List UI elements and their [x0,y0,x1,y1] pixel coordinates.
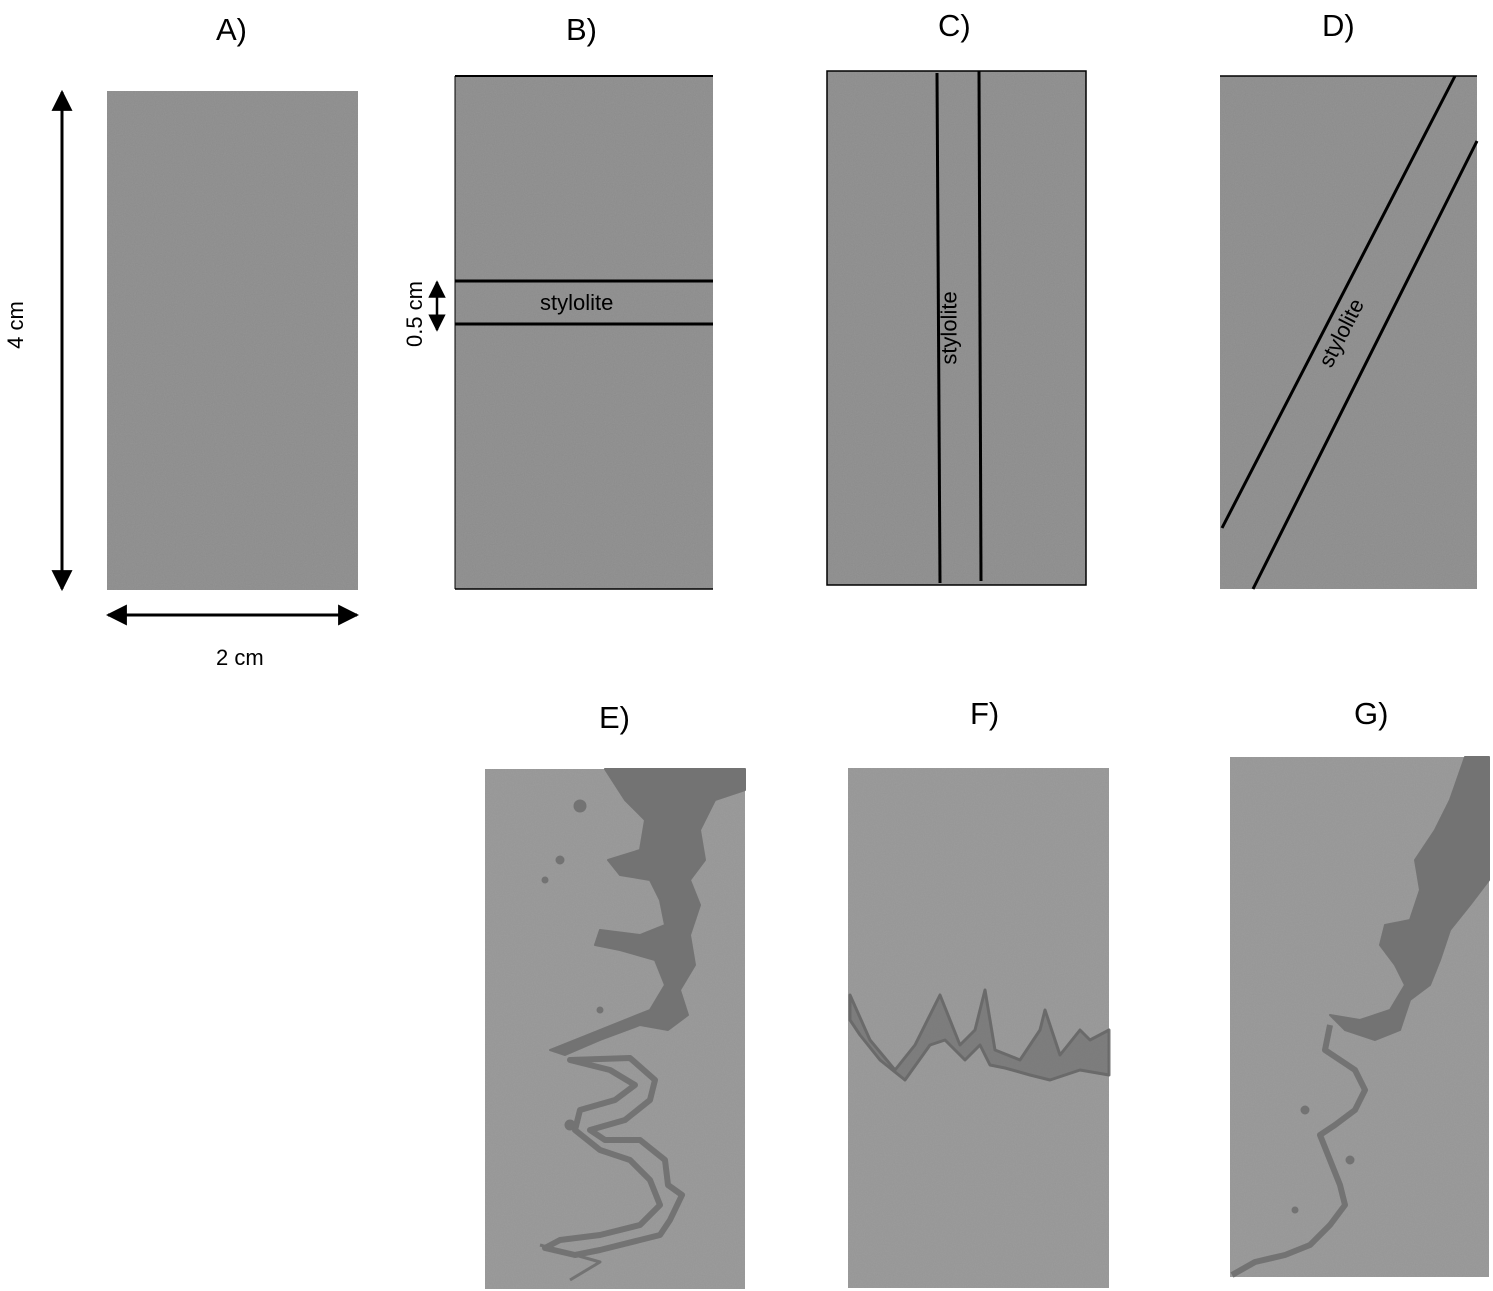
width-label: 2 cm [216,645,264,670]
stylolite-lower-line-d [1251,140,1479,590]
sample-f [848,768,1111,1288]
sample-e [485,768,746,1289]
panel-label-c: C) [938,8,971,43]
stylolite-label-b: stylolite [540,290,614,315]
panel-label-a: A) [216,12,247,47]
sample-d [1220,75,1479,590]
sample-a [107,91,358,590]
sample-c [826,70,1087,586]
sample-b [454,75,713,590]
stylolite-left-line-c [935,72,942,584]
height-label: 4 cm [2,301,28,349]
panel-label-f: F) [970,696,1000,731]
stylolite-right-line-c [977,70,983,582]
stylolite-label-c: stylolite [936,291,962,365]
stylolite-upper-line-d [1220,75,1457,529]
thickness-label: 0.5 cm [402,280,428,348]
sample-g [1230,756,1490,1278]
panel-label-g: G) [1354,696,1389,731]
panel-label-d: D) [1322,8,1355,43]
panel-label-e: E) [599,700,630,735]
panel-label-b: B) [566,12,597,47]
